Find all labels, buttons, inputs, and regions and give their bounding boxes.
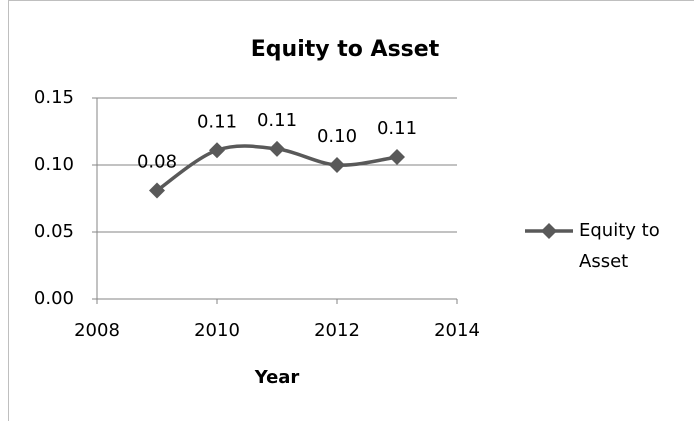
y-tick-label: 0.00 [34, 288, 74, 309]
point-marker [329, 157, 345, 173]
chart-border [8, 0, 694, 421]
x-tick-label: 2014 [434, 320, 480, 341]
y-tick-label: 0.10 [34, 154, 74, 175]
data-label: 0.11 [197, 111, 237, 132]
data-label: 0.10 [317, 126, 357, 147]
data-label: 0.11 [377, 118, 417, 139]
legend-label: Equity to Asset [579, 220, 660, 272]
x-tick-label: 2010 [194, 320, 240, 341]
y-tick-label: 0.15 [34, 87, 74, 108]
legend-marker [541, 223, 557, 239]
point-marker [209, 142, 225, 159]
y-tick-label: 0.05 [34, 221, 74, 242]
point-marker [149, 182, 165, 199]
point-marker [389, 148, 405, 165]
point-marker [269, 140, 285, 157]
x-axis-label: Year [254, 367, 300, 388]
x-tick-label: 2012 [314, 320, 360, 341]
chart-title: Equity to Asset [251, 37, 440, 62]
x-tick-label: 2008 [74, 320, 120, 341]
data-label: 0.11 [257, 110, 297, 131]
data-label: 0.08 [137, 151, 177, 172]
